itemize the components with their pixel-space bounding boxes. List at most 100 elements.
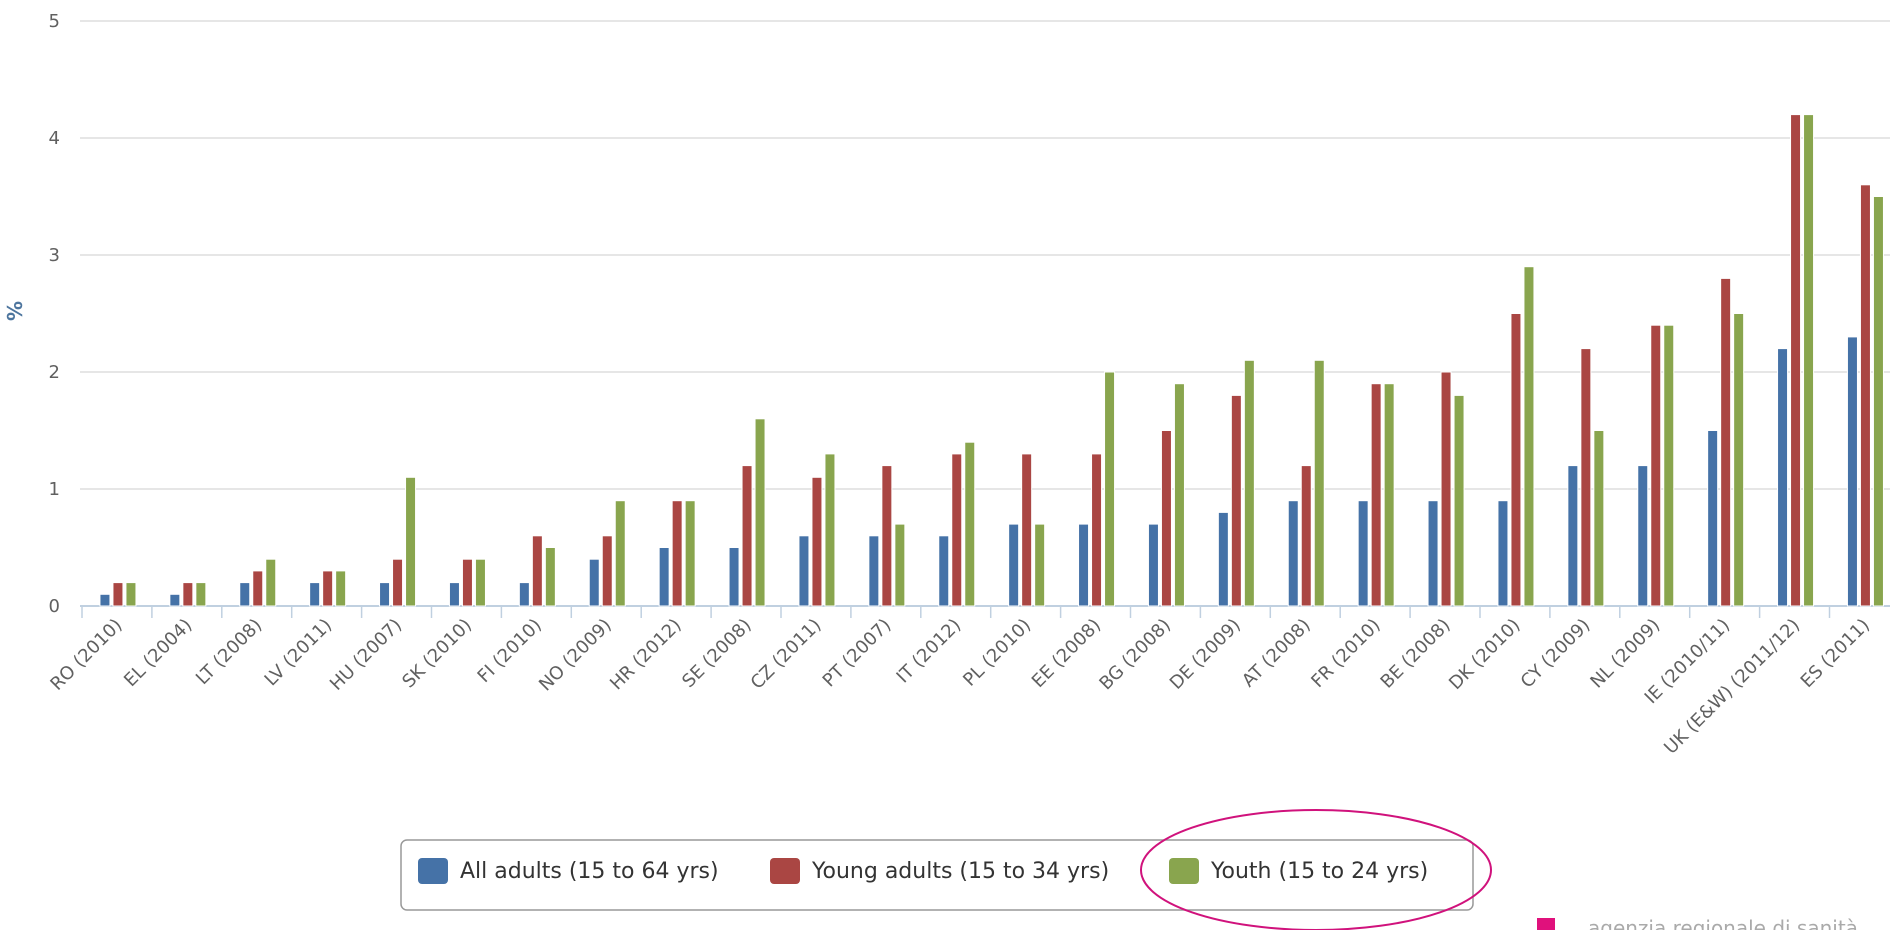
bar: [1230, 394, 1242, 607]
bar: [531, 535, 543, 607]
x-tick-label: AT (2008): [1238, 615, 1315, 692]
bar: [1383, 383, 1395, 607]
bar: [252, 570, 264, 607]
bar: [1104, 371, 1116, 607]
x-tick-label: UK (E&W) (2011/12): [1660, 615, 1804, 759]
bar: [824, 453, 836, 607]
bar: [1091, 453, 1103, 607]
bar: [1021, 453, 1033, 607]
bar: [1173, 383, 1185, 607]
bar: [1637, 465, 1649, 607]
bar: [1160, 430, 1172, 607]
x-tick-label: HU (2007): [326, 615, 406, 695]
bar: [811, 476, 823, 607]
bar: [1803, 114, 1815, 607]
bar: [474, 558, 486, 607]
bar: [405, 476, 417, 607]
x-tick-label: DE (2009): [1166, 615, 1245, 694]
bar: [448, 582, 460, 607]
bar: [322, 570, 334, 607]
y-axis-label: %: [3, 301, 27, 321]
x-tick-label: HR (2012): [606, 615, 686, 695]
y-tick-label: 1: [49, 479, 60, 500]
bar: [99, 593, 111, 607]
bar: [1859, 184, 1871, 607]
bar: [951, 453, 963, 607]
bar: [684, 500, 696, 607]
bar: [728, 547, 740, 607]
bar: [125, 582, 137, 607]
bar: [1580, 348, 1592, 607]
bar: [1440, 371, 1452, 607]
bar: [1872, 196, 1884, 607]
bar: [894, 523, 906, 607]
bar: [671, 500, 683, 607]
y-tick-label: 4: [49, 128, 60, 149]
bar: [1777, 348, 1789, 607]
x-tick-label: IT (2012): [893, 615, 966, 688]
bar: [1510, 313, 1522, 607]
watermark: agenzia regionale di sanità: [1588, 916, 1858, 930]
x-tick-label: SE (2008): [678, 615, 755, 692]
highlight-ellipse: [1140, 809, 1492, 930]
x-tick-label: CY (2009): [1517, 615, 1595, 693]
bar: [1300, 465, 1312, 607]
bar: [1523, 266, 1535, 607]
bar: [461, 558, 473, 607]
legend-swatch: [770, 858, 800, 884]
bar: [1217, 511, 1229, 607]
y-tick-label: 0: [49, 596, 60, 617]
bar: [741, 465, 753, 607]
y-tick-label: 5: [49, 11, 60, 32]
x-tick-label: NO (2009): [535, 615, 616, 696]
bar: [964, 441, 976, 607]
bar: [182, 582, 194, 607]
bar: [1078, 523, 1090, 607]
legend-label: Young adults (15 to 34 yrs): [811, 859, 1109, 884]
bar: [1453, 394, 1465, 607]
x-tick-label: BG (2008): [1095, 615, 1175, 695]
bar: [938, 535, 950, 607]
watermark-icon: [1537, 918, 1555, 930]
bar: [518, 582, 530, 607]
bar: [392, 558, 404, 607]
bar: [1567, 465, 1579, 607]
bar: [1707, 430, 1719, 607]
x-tick-label: CZ (2011): [747, 615, 826, 694]
x-tick-label: RO (2010): [46, 615, 126, 695]
legend-box: [400, 839, 1474, 911]
bar: [881, 465, 893, 607]
bar: [544, 547, 556, 607]
bar: [1034, 523, 1046, 607]
legend-label: Youth (15 to 24 yrs): [1210, 859, 1428, 884]
bar: [1357, 500, 1369, 607]
bar: [169, 593, 181, 607]
bar: [1790, 114, 1802, 607]
bar: [239, 582, 251, 607]
bar: [1147, 523, 1159, 607]
bar: [1427, 500, 1439, 607]
bar: [1370, 383, 1382, 607]
bar: [1720, 277, 1732, 607]
bar: [195, 582, 207, 607]
legend-swatch: [418, 858, 448, 884]
bar: [1287, 500, 1299, 607]
x-tick-label: SK (2010): [398, 615, 476, 693]
bar: [379, 582, 391, 607]
x-tick-label: LT (2008): [192, 615, 266, 689]
bar: [309, 582, 321, 607]
bar: [658, 547, 670, 607]
bar: [1008, 523, 1020, 607]
bar: [1650, 324, 1662, 607]
legend-label: All adults (15 to 64 yrs): [460, 859, 719, 884]
x-tick-label: ES (2011): [1797, 615, 1874, 692]
bar: [1733, 313, 1745, 607]
bar: [1846, 336, 1858, 607]
plot: 0 1 2 3 4 5 RO (2010)EL (2004)LT (2008)LV (201…: [46, 11, 1890, 759]
x-tick-label: PL (2010): [959, 615, 1035, 691]
y-tick-label: 3: [49, 245, 60, 266]
legend-swatch: [1169, 858, 1199, 884]
bar: [601, 535, 613, 607]
bar: [1243, 359, 1255, 607]
